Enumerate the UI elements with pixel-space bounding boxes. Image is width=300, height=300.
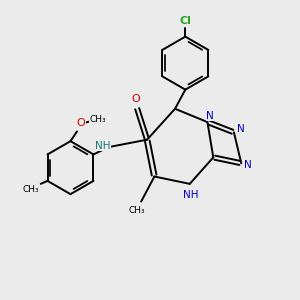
Text: N: N <box>244 160 252 170</box>
Text: N: N <box>236 124 244 134</box>
Text: O: O <box>76 118 85 128</box>
Text: CH₃: CH₃ <box>128 206 145 215</box>
Text: O: O <box>131 94 140 104</box>
Text: CH₃: CH₃ <box>89 115 106 124</box>
Text: methoxy: methoxy <box>99 118 105 119</box>
Text: N: N <box>206 110 214 121</box>
Text: CH₃: CH₃ <box>22 185 39 194</box>
Text: Cl: Cl <box>179 16 191 26</box>
Text: NH: NH <box>95 141 111 151</box>
Text: NH: NH <box>184 190 199 200</box>
